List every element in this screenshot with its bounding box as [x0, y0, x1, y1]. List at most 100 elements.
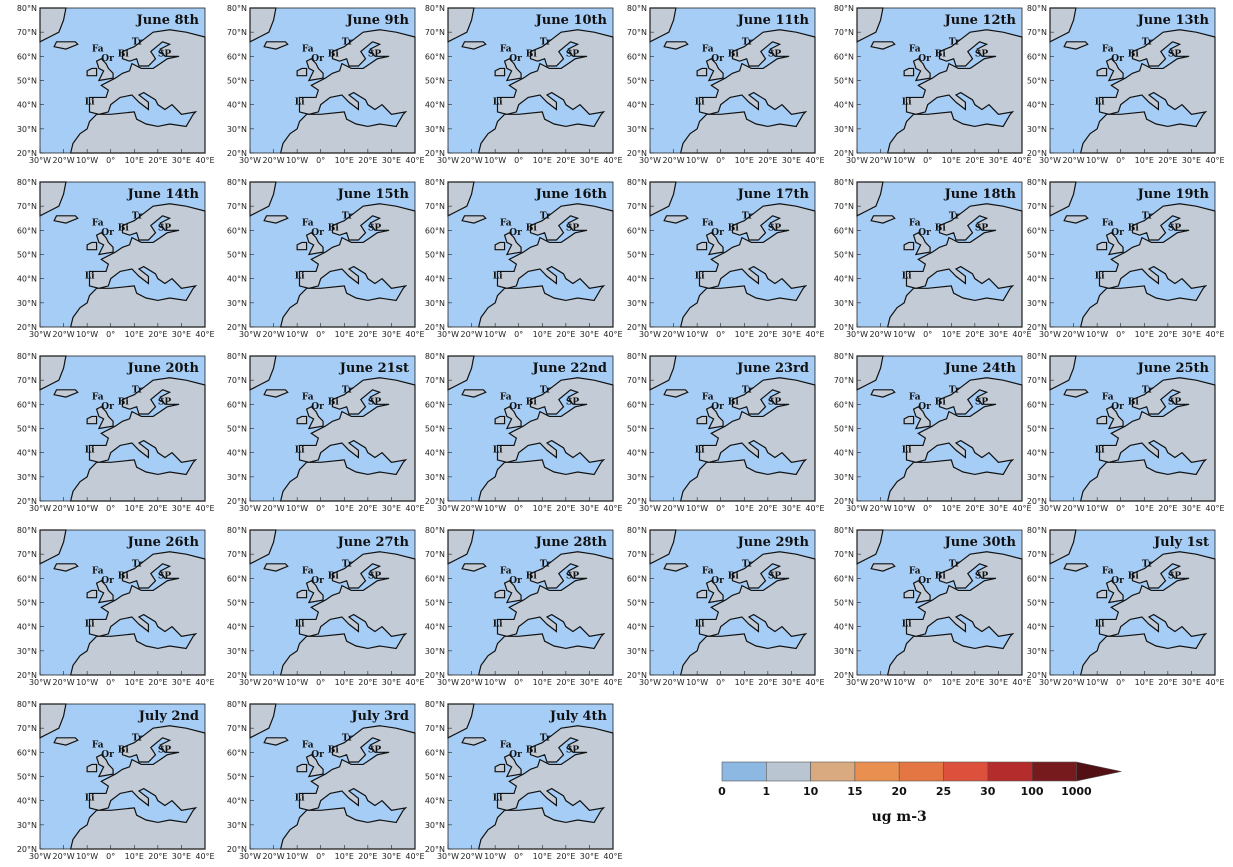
lon-tick-label: 30°W — [29, 156, 51, 165]
lon-tick-label: 20°E — [758, 678, 777, 687]
lon-tick-label: 40°E — [603, 852, 622, 861]
site-label: Bi — [118, 223, 130, 233]
land — [296, 67, 308, 77]
site-label: Or — [711, 54, 724, 64]
site-label: Li — [85, 446, 95, 456]
lon-tick-label: 20°W — [263, 330, 285, 339]
site-label: Or — [711, 228, 724, 238]
land — [494, 763, 506, 773]
land — [1063, 41, 1089, 50]
colorbar-label: 1000 — [1061, 785, 1092, 798]
site-label: Li — [493, 794, 503, 804]
lon-tick-label: 10°W — [286, 678, 308, 687]
site-label: Bi — [328, 745, 340, 755]
lat-tick-label: 50°N — [17, 773, 37, 782]
land — [503, 580, 522, 604]
lon-tick-label: 10°W — [1086, 678, 1108, 687]
panel-title: July 4th — [549, 709, 608, 724]
lat-tick-label: 60°N — [425, 226, 445, 235]
map-panel: June 22nd Fa Tr Or Bi SP Li 80°N 70°N 60°N 50°N 40°… — [425, 352, 623, 513]
lon-tick-label: 20°E — [358, 504, 377, 513]
site-label: Or — [918, 576, 931, 586]
lon-tick-label: 10°E — [533, 852, 552, 861]
lat-tick-label: 70°N — [425, 376, 445, 385]
lat-tick-label: 70°N — [17, 202, 37, 211]
lon-tick-label: 10°E — [533, 678, 552, 687]
lon-tick-label: 10°E — [942, 156, 961, 165]
lat-tick-label: 30°N — [1027, 125, 1047, 134]
lat-tick-label: 80°N — [17, 4, 37, 13]
land — [86, 589, 98, 599]
land — [279, 725, 416, 850]
lat-tick-label: 50°N — [17, 599, 37, 608]
site-label: SP — [975, 49, 988, 59]
lon-tick-label: 20°W — [53, 852, 75, 861]
site-label: Tr — [342, 559, 353, 569]
lat-tick-label: 70°N — [227, 724, 247, 733]
land — [663, 215, 689, 224]
site-label: Bi — [1128, 571, 1140, 581]
lon-tick-label: 30°W — [29, 330, 51, 339]
map-panel: July 1st Fa Tr Or Bi SP Li 80°N 70°N 60°N 50°N 40°N… — [1027, 526, 1225, 687]
lon-tick-label: 0° — [514, 504, 523, 513]
lat-tick-label: 60°N — [17, 400, 37, 409]
lat-tick-label: 40°N — [627, 101, 647, 110]
land — [263, 563, 289, 572]
site-label: SP — [566, 397, 579, 407]
map-panel: June 17th Fa Tr Or Bi SP Li 80°N 70°N 60°N 50°N 40°… — [627, 178, 825, 339]
lat-tick-label: 30°N — [627, 299, 647, 308]
lon-tick-label: 10°W — [76, 156, 98, 165]
site-label: Bi — [728, 571, 740, 581]
lon-tick-label: 0° — [106, 156, 115, 165]
lon-tick-label: 10°W — [286, 156, 308, 165]
lat-tick-label: 50°N — [627, 425, 647, 434]
lon-tick-label: 30°E — [172, 678, 191, 687]
lat-tick-label: 50°N — [834, 77, 854, 86]
lon-tick-label: 10°E — [125, 330, 144, 339]
map-panel: June 28th Fa Tr Or Bi SP Li 80°N 70°N 60°N 50°N 40°… — [425, 526, 623, 687]
site-label: Li — [85, 794, 95, 804]
lon-tick-label: 30°E — [1182, 330, 1201, 339]
land — [305, 754, 324, 778]
land — [696, 589, 708, 599]
lon-tick-label: 30°W — [239, 156, 261, 165]
lon-tick-label: 20°W — [663, 330, 685, 339]
lon-tick-label: 20°E — [1158, 156, 1177, 165]
lat-tick-label: 70°N — [227, 376, 247, 385]
colorbar-label: 30 — [980, 785, 996, 798]
lat-tick-label: 70°N — [227, 28, 247, 37]
site-label: Or — [918, 402, 931, 412]
site-label: Tr — [132, 559, 143, 569]
colorbar: 0 1 10 15 20 25 30 100 1000 ug m-3 — [718, 761, 1122, 825]
site-label: SP — [158, 571, 171, 581]
lon-tick-label: 0° — [923, 156, 932, 165]
lat-tick-label: 30°N — [227, 821, 247, 830]
land — [305, 58, 324, 82]
lat-tick-label: 50°N — [627, 251, 647, 260]
lat-tick-label: 80°N — [227, 526, 247, 535]
lon-tick-label: 30°E — [580, 330, 599, 339]
lat-tick-label: 50°N — [425, 77, 445, 86]
colorbar-unit: ug m-3 — [872, 809, 927, 825]
site-label: Or — [509, 402, 522, 412]
lat-tick-label: 30°N — [227, 299, 247, 308]
lon-tick-label: 0° — [923, 504, 932, 513]
lat-tick-label: 70°N — [1027, 376, 1047, 385]
lon-tick-label: 0° — [316, 330, 325, 339]
panel-title: June 21st — [339, 361, 409, 376]
land — [705, 406, 724, 430]
site-label: Tr — [540, 37, 551, 47]
site-label: Li — [295, 272, 305, 282]
lon-tick-label: 20°W — [461, 156, 483, 165]
site-label: Tr — [540, 385, 551, 395]
lat-tick-label: 50°N — [1027, 251, 1047, 260]
lon-tick-label: 10°E — [1135, 156, 1154, 165]
lon-tick-label: 30°E — [382, 330, 401, 339]
lat-tick-label: 30°N — [834, 473, 854, 482]
lat-tick-label: 70°N — [627, 376, 647, 385]
lon-tick-label: 20°W — [53, 330, 75, 339]
lon-tick-label: 40°E — [603, 504, 622, 513]
lat-tick-label: 20°N — [627, 149, 647, 158]
lat-tick-label: 50°N — [834, 599, 854, 608]
lon-tick-label: 40°E — [195, 156, 214, 165]
